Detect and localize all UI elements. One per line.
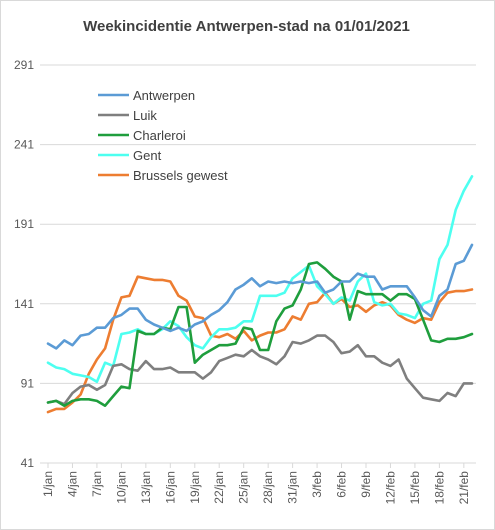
x-tick-label: 15/feb [408, 471, 422, 505]
x-tick-label: 6/feb [335, 471, 349, 498]
y-tick-label: 241 [14, 138, 34, 152]
x-tick-label: 9/feb [359, 471, 373, 498]
x-tick-label: 1/jan [41, 471, 55, 497]
x-tick-label: 21/feb [457, 471, 471, 505]
x-tick-label: 16/jan [163, 471, 177, 504]
x-tick-label: 10/jan [114, 471, 128, 504]
x-tick-label: 22/jan [212, 471, 226, 504]
grid-lines [40, 64, 476, 464]
y-tick-label: 41 [21, 456, 35, 470]
y-tick-label: 191 [14, 217, 34, 231]
series-line-brussels-gewest [46, 275, 474, 414]
x-tick-label: 3/feb [310, 471, 324, 498]
series-line-antwerpen [46, 243, 474, 350]
y-tick-label: 141 [14, 297, 34, 311]
x-axis-ticks: 1/jan 4/jan 7/jan 10/jan 13/jan 16/jan 19/jan 2… [41, 463, 471, 504]
y-tick-label: 291 [14, 58, 34, 72]
legend-label: Luik [133, 108, 157, 123]
x-tick-label: 13/jan [139, 471, 153, 504]
legend-label: Brussels gewest [133, 168, 228, 183]
x-tick-label: 28/jan [261, 471, 275, 504]
x-tick-label: 31/jan [286, 471, 300, 504]
series-line-luik [46, 334, 474, 406]
series-lines [46, 175, 474, 414]
legend: Antwerpen Luik Charleroi Gent Brussels gewes… [98, 88, 228, 183]
legend-label: Charleroi [133, 128, 186, 143]
x-tick-label: 19/jan [188, 471, 202, 504]
legend-label: Antwerpen [133, 88, 195, 103]
series-line-charleroi [46, 261, 474, 408]
x-tick-label: 25/jan [237, 471, 251, 504]
x-tick-label: 4/jan [65, 471, 79, 497]
x-tick-label: 12/feb [383, 471, 397, 505]
x-tick-label: 7/jan [90, 471, 104, 497]
series-line-gent [46, 175, 474, 384]
x-tick-label: 18/feb [432, 471, 446, 505]
chart-title: Weekincidentie Antwerpen-stad na 01/01/2… [83, 18, 410, 35]
y-tick-label: 91 [21, 376, 35, 390]
legend-label: Gent [133, 148, 162, 163]
y-axis-ticks: 41 91 141 191 241 291 [14, 58, 34, 470]
